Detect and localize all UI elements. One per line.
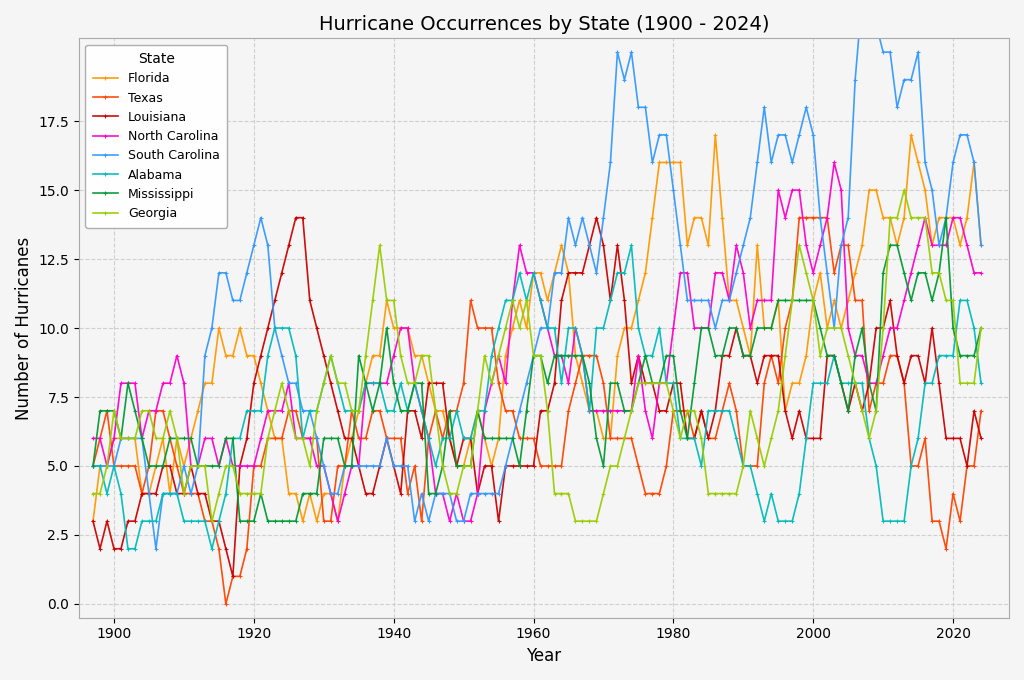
North Carolina [458,517,470,525]
Mississippi [940,214,952,222]
Alabama [626,241,638,250]
Louisiana [429,379,441,388]
Line: Louisiana: Louisiana [90,216,983,579]
Alabama [975,379,987,388]
Alabama [310,407,323,415]
Y-axis label: Number of Hurricanes: Number of Hurricanes [15,237,33,420]
Mississippi [458,462,470,470]
Line: Florida: Florida [90,133,983,524]
Texas [87,462,99,470]
Louisiana [562,269,574,277]
Florida [940,214,952,222]
Georgia [423,352,435,360]
Georgia [975,324,987,332]
Mississippi [947,324,959,332]
Line: Texas: Texas [90,216,983,607]
Georgia [947,296,959,305]
South Carolina [150,545,162,553]
Florida [304,490,316,498]
Louisiana [290,214,302,222]
Louisiana [87,517,99,525]
Texas [458,379,470,388]
North Carolina [975,269,987,277]
Louisiana [947,435,959,443]
Mississippi [233,517,246,525]
North Carolina [555,352,567,360]
Line: Mississippi: Mississippi [90,216,983,524]
South Carolina [310,435,323,443]
Alabama [122,545,134,553]
Texas [947,490,959,498]
Florida [416,352,428,360]
Florida [549,269,561,277]
Georgia [898,186,910,194]
Texas [310,435,323,443]
Texas [975,407,987,415]
Georgia [87,490,99,498]
Mississippi [856,324,868,332]
Mississippi [975,324,987,332]
Florida [451,462,463,470]
Georgia [856,407,868,415]
Legend: Florida, Texas, Louisiana, North Carolina, South Carolina, Alabama, Mississippi,: Florida, Texas, Louisiana, North Carolin… [85,45,227,228]
Georgia [555,490,567,498]
Louisiana [226,573,239,581]
Georgia [458,462,470,470]
South Carolina [87,462,99,470]
Texas [555,462,567,470]
Florida [856,241,868,250]
Texas [793,214,805,222]
Line: North Carolina: North Carolina [90,160,983,524]
South Carolina [975,241,987,250]
North Carolina [947,214,959,222]
Louisiana [975,435,987,443]
North Carolina [828,158,841,167]
South Carolina [458,517,470,525]
Mississippi [423,490,435,498]
Alabama [555,379,567,388]
North Carolina [304,435,316,443]
Louisiana [465,435,477,443]
Louisiana [317,352,330,360]
Alabama [458,435,470,443]
North Carolina [863,379,876,388]
South Carolina [863,0,876,1]
South Carolina [856,0,868,1]
Alabama [947,352,959,360]
Florida [87,517,99,525]
North Carolina [87,435,99,443]
Mississippi [87,462,99,470]
Alabama [87,462,99,470]
South Carolina [423,517,435,525]
South Carolina [947,158,959,167]
Georgia [310,407,323,415]
Alabama [863,435,876,443]
Title: Hurricane Occurrences by State (1900 - 2024): Hurricane Occurrences by State (1900 - 2… [318,15,769,34]
South Carolina [555,269,567,277]
Line: Georgia: Georgia [90,188,983,524]
X-axis label: Year: Year [526,647,561,665]
Texas [220,600,232,608]
Florida [975,241,987,250]
Louisiana [863,379,876,388]
North Carolina [332,517,344,525]
Mississippi [310,490,323,498]
North Carolina [423,435,435,443]
Line: Alabama: Alabama [90,243,983,551]
Florida [710,131,722,139]
Texas [863,407,876,415]
Line: South Carolina: South Carolina [90,0,983,551]
Alabama [423,435,435,443]
Texas [423,435,435,443]
Mississippi [555,352,567,360]
Georgia [206,517,218,525]
